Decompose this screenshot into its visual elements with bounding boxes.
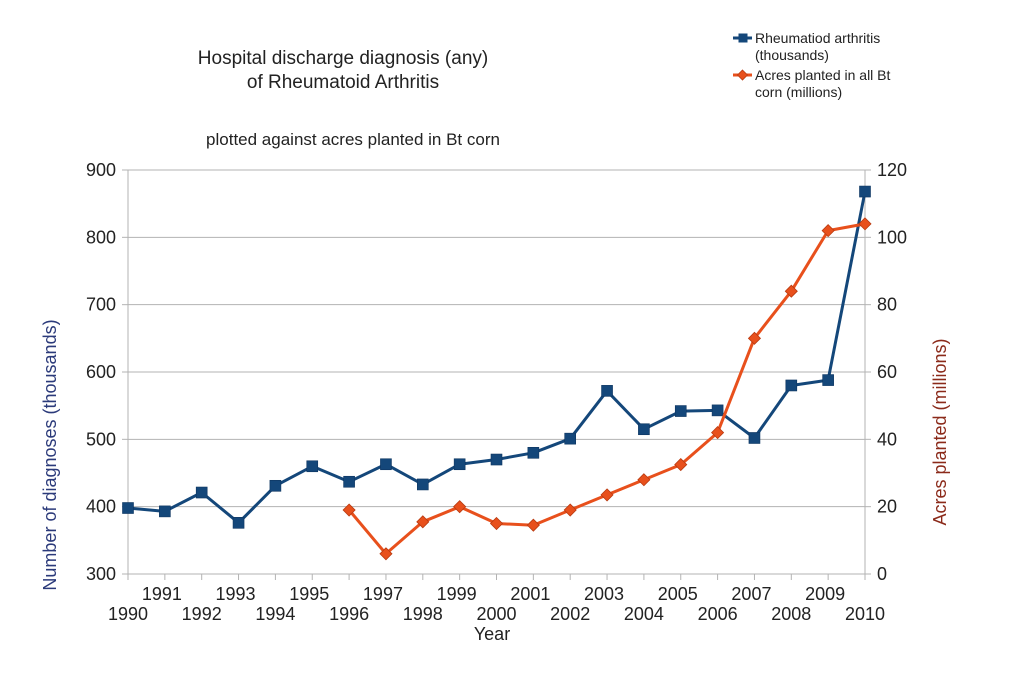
x-tick-label: 1992 [182,604,222,624]
left-axis-ticks: 300 400 500 600 700 800 900 [86,160,128,584]
data-point-corn [637,473,651,487]
x-axis-title: Year [474,624,510,644]
left-tick-label: 300 [86,564,116,584]
right-tick-label: 20 [877,497,897,517]
x-tick-label: 2005 [658,584,698,604]
data-point-ra [711,404,724,417]
x-tick-label: 1998 [403,604,443,624]
legend-label-ra-line-1: Rheumatiod arthritis [755,30,880,46]
legend: Rheumatiod arthritis (thousands) Acres p… [733,30,891,100]
data-point-corn [526,518,540,532]
x-tick-label: 2003 [584,584,624,604]
right-axis-title: Acres planted (millions) [930,338,950,525]
gridlines [128,236,865,508]
right-tick-label: 40 [877,429,897,449]
data-point-ra [748,432,761,444]
x-tick-label: 1999 [437,584,477,604]
data-point-ra [859,185,871,198]
legend-marker-corn [736,69,749,81]
data-point-corn [674,458,688,472]
data-point-ra [343,475,355,488]
data-point-ra [822,374,834,386]
chart-title-line-1: Hospital discharge diagnosis (any) [198,48,488,69]
left-tick-label: 400 [86,497,116,517]
left-tick-label: 600 [86,362,116,382]
right-tick-label: 0 [877,564,887,584]
x-tick-label: 1996 [329,604,369,624]
data-point-ra [490,453,503,466]
x-tick-label: 2006 [698,604,738,624]
data-point-corn [747,331,762,345]
left-tick-label: 800 [86,227,116,247]
data-point-corn [416,515,430,529]
data-point-ra [601,385,613,397]
right-tick-label: 100 [877,227,907,247]
x-tick-label: 1994 [255,604,295,624]
data-point-ra [416,478,429,491]
chart-subtitle: plotted against acres planted in Bt corn [206,130,500,149]
data-point-ra [159,505,171,518]
x-tick-label: 2001 [510,584,550,604]
data-point-corn [379,547,393,561]
x-tick-label: 2010 [845,604,885,624]
x-tick-label: 2000 [476,604,516,624]
x-tick-label: 2008 [771,604,811,624]
chart-title-line-2: of Rheumatoid Arthritis [247,72,439,93]
left-tick-label: 700 [86,295,116,315]
data-point-ra [269,479,282,492]
data-point-ra [306,460,319,473]
data-point-corn [858,217,872,231]
legend-label-ra-line-2: (thousands) [755,47,829,63]
x-tick-label: 1997 [363,584,403,604]
right-axis-ticks: 0 20 40 60 80 100 120 [865,160,907,584]
data-point-corn [563,503,577,517]
data-point-ra [638,423,650,436]
data-point-ra [674,405,687,417]
x-tick-label: 2002 [550,604,590,624]
legend-label-corn-line-2: corn (millions) [755,84,842,100]
data-point-corn [489,516,504,531]
left-tick-label: 900 [86,160,116,180]
x-axis-ticks: 1990199119921993199419951996199719981999… [108,574,885,624]
data-point-ra [527,446,540,459]
data-point-corn [711,426,725,440]
x-tick-label: 1990 [108,604,148,624]
x-tick-label: 1995 [289,584,329,604]
data-point-ra [195,486,208,499]
series-layer [122,185,872,561]
data-point-ra [380,458,392,471]
data-point-corn [342,503,356,517]
x-tick-label: 1993 [216,584,256,604]
x-tick-label: 2009 [805,584,845,604]
x-tick-label: 2007 [731,584,771,604]
data-point-corn [600,488,614,502]
right-tick-label: 80 [877,295,897,315]
legend-label-corn-line-1: Acres planted in all Bt [755,67,891,83]
data-point-ra [232,517,245,529]
data-point-ra [785,379,798,392]
data-point-ra [453,458,466,471]
x-tick-label: 2004 [624,604,664,624]
legend-marker-ra [738,33,748,43]
left-axis-title: Number of diagnoses (thousands) [40,319,60,590]
data-point-corn [821,224,835,238]
data-point-ra [122,502,134,514]
data-point-corn [784,284,798,298]
right-tick-label: 60 [877,362,897,382]
right-tick-label: 120 [877,160,907,180]
x-tick-label: 1991 [142,584,182,604]
left-tick-label: 500 [86,429,116,449]
data-point-ra [564,432,577,445]
data-point-corn [453,500,467,514]
